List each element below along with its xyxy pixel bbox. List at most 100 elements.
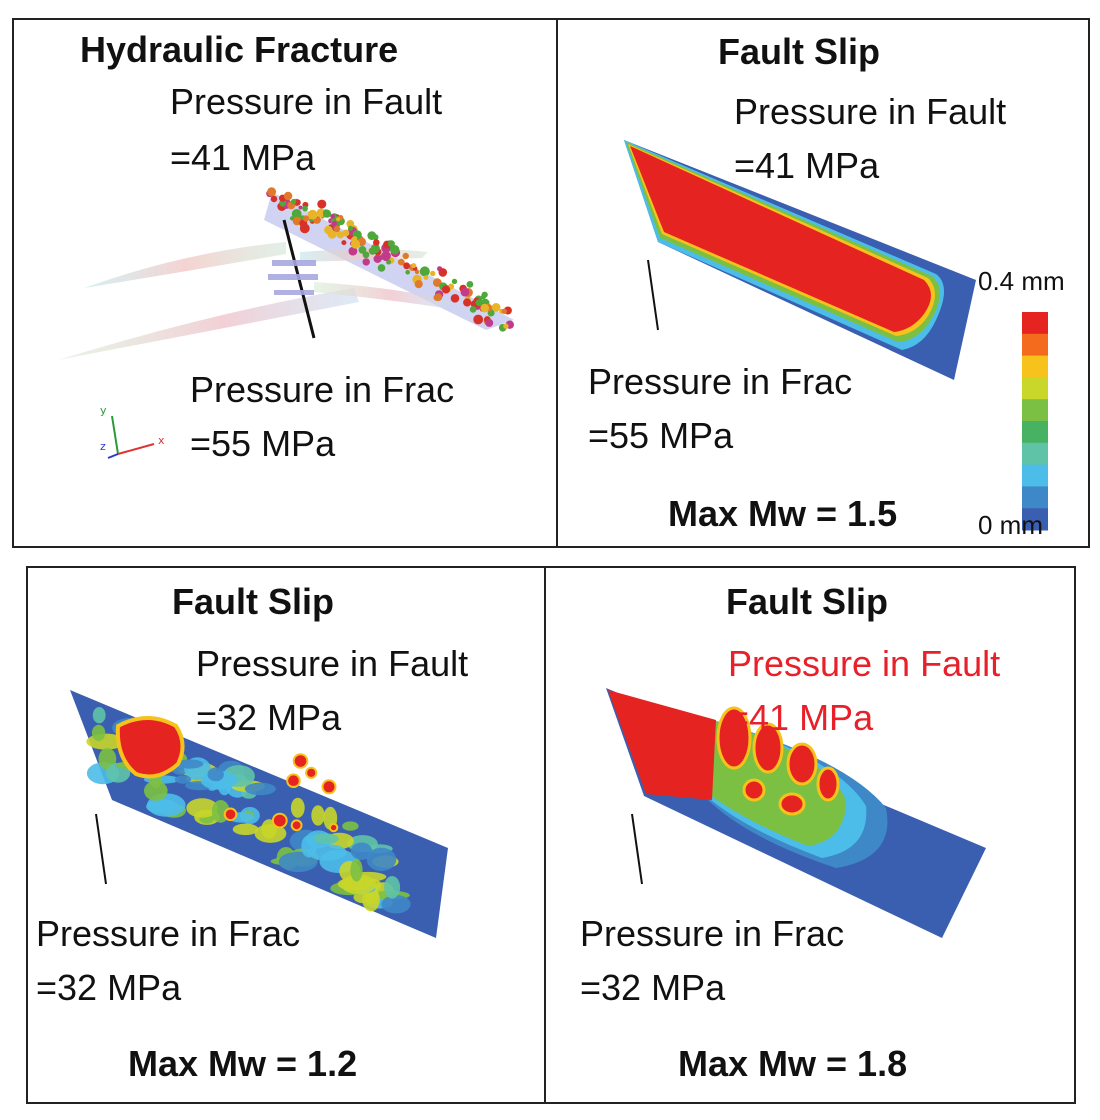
microseismic-event [290, 198, 297, 205]
frac-pressure-label: Pressure in Frac [190, 369, 455, 410]
slip-patch [244, 782, 276, 796]
wellbore [95, 813, 107, 885]
panel-fault-slip-c: Fault Slip Pressure in Fault =41 MPa Pre… [544, 566, 1076, 1104]
frac-pressure-label: Pressure in Frac [36, 913, 301, 954]
microseismic-event [367, 231, 377, 241]
microseismic-event [433, 294, 441, 301]
microseismic-event [377, 264, 386, 272]
slip-spot-max [292, 753, 309, 769]
microseismic-event [289, 216, 295, 221]
microseismic-event [324, 225, 333, 235]
colorbar-segment [1022, 312, 1048, 335]
slip-patch [350, 858, 363, 882]
microseismic-event [402, 252, 409, 260]
slip-patch [301, 835, 317, 858]
microseismic-event [480, 303, 490, 313]
slip-patch [350, 842, 373, 860]
microseismic-event [352, 236, 358, 241]
microseismic-event [342, 229, 350, 237]
colorbar-segment [1022, 442, 1048, 466]
slip-island-max [716, 706, 752, 770]
microseismic-event [341, 240, 347, 246]
slip-patch [146, 799, 178, 814]
colorbar-max-label: 0.4 mm [978, 266, 1065, 296]
microseismic-events [266, 187, 514, 332]
slip-patch [175, 759, 204, 769]
microseismic-event [441, 285, 451, 294]
frac-pressure-value: =55 MPa [588, 415, 734, 456]
colorbar-segment [1022, 377, 1048, 400]
microseismic-event [307, 209, 318, 220]
microseismic-event [348, 246, 358, 256]
slip-island-max [778, 792, 806, 816]
slip-patch [311, 833, 339, 845]
microseismic-event [475, 299, 483, 307]
microseismic-event [302, 205, 308, 212]
slip-patch [186, 798, 218, 818]
microseismic-event [480, 294, 486, 300]
axis-y-label: y [100, 404, 107, 417]
microseismic-event [463, 298, 472, 307]
slip-patch [381, 895, 411, 914]
microseismic-event [298, 205, 303, 210]
panel-fault-slip-b: Fault Slip Pressure in Fault =32 MPa Pre… [26, 566, 548, 1104]
microseismic-event [330, 213, 335, 219]
microseismic-event [433, 278, 442, 287]
fracture-wing-lower [58, 288, 359, 360]
fault-pressure-label: Pressure in Fault [728, 643, 1001, 684]
colorbar-segment [1022, 333, 1048, 357]
stage-sheet [274, 290, 314, 295]
microseismic-event [333, 225, 341, 233]
colorbar-segment [1022, 508, 1048, 531]
fault-pressure-label: Pressure in Fault [196, 643, 469, 684]
axes-triad-icon: x y z [100, 404, 165, 459]
microseismic-event [450, 294, 460, 303]
slip-patch [342, 821, 359, 831]
microseismic-event [390, 245, 400, 255]
microseismic-event [414, 280, 423, 289]
microseismic-event [466, 281, 474, 288]
fault-slip-map-c [606, 688, 986, 938]
colorbar-segment [1022, 355, 1048, 378]
colorbar-segment [1022, 399, 1048, 422]
slip-spot-max [328, 822, 339, 833]
panel-title: Fault Slip [718, 31, 880, 72]
slip-patch [307, 844, 347, 861]
microseismic-event [302, 215, 310, 222]
microseismic-event [322, 209, 332, 218]
fracture-wing-lower-far [314, 282, 454, 308]
slip-island-max [786, 742, 818, 786]
microseismic-event [370, 243, 380, 254]
microseismic-event [336, 217, 341, 222]
slip-patch [290, 797, 305, 818]
slip-island-max [752, 722, 784, 774]
frac-pressure-value: =32 MPa [580, 967, 726, 1008]
slip-spot-max [321, 779, 337, 795]
microseismic-event [438, 268, 448, 277]
axis-x-label: x [158, 434, 165, 447]
colorbar-segment [1022, 421, 1048, 444]
fault-pressure-label: Pressure in Fault [170, 81, 443, 122]
microseismic-event [331, 220, 338, 227]
slip-island-max [816, 766, 840, 802]
colorbar-min-label: 0 mm [978, 510, 1043, 540]
microseismic-event [503, 323, 509, 329]
slip-patch [341, 874, 376, 895]
microseismic-event [419, 266, 430, 277]
frac-pressure-label: Pressure in Frac [588, 361, 853, 402]
microseismic-event [386, 259, 392, 265]
microseismic-event [283, 191, 293, 201]
microseismic-event [350, 239, 361, 249]
max-magnitude: Max Mw = 1.5 [668, 493, 898, 534]
slip-patch [144, 780, 168, 801]
microseismic-event [270, 195, 278, 203]
microseismic-event [414, 269, 420, 275]
slip-island-max [742, 778, 766, 802]
slip-patch [366, 847, 397, 871]
microseismic-event [411, 263, 417, 269]
wellbore [647, 259, 659, 331]
microseismic-event [397, 258, 405, 266]
microseismic-event [358, 246, 367, 254]
panel-title: Hydraulic Fracture [80, 29, 399, 70]
colorbar [1022, 312, 1048, 531]
